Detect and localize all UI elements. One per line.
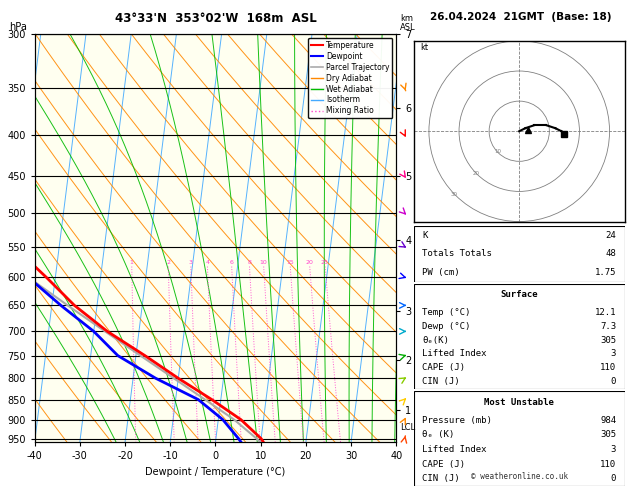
Text: PW (cm): PW (cm)	[422, 268, 460, 277]
Text: 8: 8	[247, 260, 251, 265]
Text: 3: 3	[611, 445, 616, 454]
Text: 43°33'N  353°02'W  168m  ASL: 43°33'N 353°02'W 168m ASL	[114, 12, 316, 25]
Text: 3: 3	[611, 349, 616, 359]
Text: 0: 0	[611, 377, 616, 386]
Text: CAPE (J): CAPE (J)	[422, 460, 465, 469]
Text: 7.3: 7.3	[600, 322, 616, 330]
Text: 25: 25	[321, 260, 329, 265]
Text: kt: kt	[420, 43, 428, 52]
Text: 20: 20	[306, 260, 313, 265]
Text: hPa: hPa	[9, 22, 27, 32]
Text: 12.1: 12.1	[594, 308, 616, 317]
Text: 26.04.2024  21GMT  (Base: 18): 26.04.2024 21GMT (Base: 18)	[430, 12, 611, 22]
Text: Temp (°C): Temp (°C)	[422, 308, 470, 317]
Text: 3: 3	[189, 260, 192, 265]
Text: 984: 984	[600, 416, 616, 425]
Text: 48: 48	[606, 249, 616, 259]
Text: 10: 10	[494, 149, 501, 154]
X-axis label: Dewpoint / Temperature (°C): Dewpoint / Temperature (°C)	[145, 467, 286, 477]
Text: CAPE (J): CAPE (J)	[422, 364, 465, 372]
Text: 305: 305	[600, 431, 616, 439]
Text: 110: 110	[600, 364, 616, 372]
Text: 20: 20	[472, 171, 479, 175]
Text: km
ASL: km ASL	[400, 14, 416, 32]
Text: Pressure (mb): Pressure (mb)	[422, 416, 492, 425]
Text: Lifted Index: Lifted Index	[422, 445, 487, 454]
Text: 0: 0	[611, 474, 616, 483]
Text: 30: 30	[451, 192, 458, 197]
Text: Dewp (°C): Dewp (°C)	[422, 322, 470, 330]
Text: θₑ(K): θₑ(K)	[422, 335, 449, 345]
Text: 305: 305	[600, 335, 616, 345]
Text: Lifted Index: Lifted Index	[422, 349, 487, 359]
Text: 4: 4	[205, 260, 209, 265]
Text: K: K	[422, 231, 428, 240]
Text: 15: 15	[286, 260, 294, 265]
Text: 110: 110	[600, 460, 616, 469]
Text: 1.75: 1.75	[594, 268, 616, 277]
Text: Surface: Surface	[501, 290, 538, 299]
Text: 10: 10	[260, 260, 267, 265]
Text: Most Unstable: Most Unstable	[484, 398, 554, 407]
Legend: Temperature, Dewpoint, Parcel Trajectory, Dry Adiabat, Wet Adiabat, Isotherm, Mi: Temperature, Dewpoint, Parcel Trajectory…	[308, 38, 392, 119]
Text: θₑ (K): θₑ (K)	[422, 431, 455, 439]
Text: 1: 1	[130, 260, 133, 265]
Text: Totals Totals: Totals Totals	[422, 249, 492, 259]
Text: 6: 6	[230, 260, 233, 265]
Text: CIN (J): CIN (J)	[422, 377, 460, 386]
Text: LCL: LCL	[400, 423, 415, 432]
Text: 24: 24	[606, 231, 616, 240]
Text: 2: 2	[166, 260, 170, 265]
Text: © weatheronline.co.uk: © weatheronline.co.uk	[470, 472, 568, 481]
Text: CIN (J): CIN (J)	[422, 474, 460, 483]
